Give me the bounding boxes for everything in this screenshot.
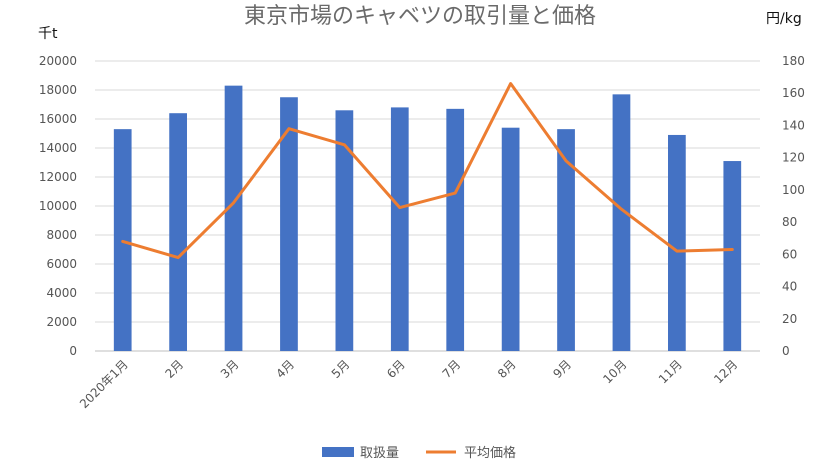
grid-layer (95, 60, 760, 352)
right-tick-label: 80 (782, 215, 797, 229)
x-tick-label: 11月 (656, 357, 685, 386)
left-tick-label: 18000 (39, 83, 77, 97)
bar-3 (224, 85, 243, 352)
x-tick-labels: 2020年1月 2月 3月 4月 5月 6月 7月 8月 9月 10月 11月 12月 (77, 357, 740, 411)
bar-11 (668, 134, 686, 351)
bar-9 (557, 129, 575, 351)
x-tick-label: 8月 (495, 357, 519, 381)
price-point-7 (454, 192, 456, 194)
bars-layer (113, 85, 742, 352)
bar-12 (723, 161, 742, 351)
x-tick-label: 4月 (273, 357, 297, 381)
right-axis-unit: 円/kg (766, 11, 802, 27)
left-tick-label: 20000 (39, 54, 77, 68)
x-tick-label: 6月 (384, 357, 408, 381)
legend-label-1: 取扱量 (360, 446, 399, 461)
left-tick-label: 8000 (46, 228, 77, 242)
legend-label-2: 平均価格 (464, 445, 516, 461)
left-tick-label: 4000 (46, 286, 77, 300)
legend-swatch-bar (322, 447, 354, 457)
right-tick-label: 40 (782, 280, 797, 294)
bar-7 (446, 108, 465, 351)
left-tick-label: 16000 (39, 112, 77, 126)
bar-10 (612, 94, 631, 351)
left-tick-label: 0 (69, 344, 77, 358)
right-tick-label: 140 (782, 118, 805, 132)
right-tick-label: 60 (782, 247, 797, 261)
price-point-2 (177, 257, 179, 259)
left-tick-label: 14000 (39, 141, 77, 155)
right-tick-label: 0 (782, 344, 790, 358)
x-tick-label: 2月 (162, 357, 186, 381)
bar-5 (335, 110, 354, 351)
price-point-6 (399, 207, 401, 209)
right-tick-label: 120 (782, 151, 805, 165)
price-line (121, 82, 734, 260)
price-point-5 (343, 144, 345, 146)
left-axis-unit: 千t (38, 26, 58, 42)
right-tick-labels: 0 20 40 60 80 100 120 140 160 180 (782, 54, 805, 358)
left-tick-label: 10000 (39, 199, 77, 213)
bar-2 (169, 113, 187, 351)
x-tick-label: 10月 (600, 357, 629, 386)
x-tick-label: 7月 (440, 357, 464, 381)
right-tick-label: 20 (782, 312, 797, 326)
bar-6 (390, 107, 409, 352)
price-point-10 (620, 208, 622, 210)
x-tick-label: 3月 (218, 357, 242, 381)
x-tick-label: 12月 (711, 357, 740, 386)
right-tick-label: 100 (782, 183, 805, 197)
right-tick-label: 180 (782, 54, 805, 68)
x-tick-label: 2020年1月 (77, 357, 131, 411)
price-point-8 (510, 83, 512, 85)
x-tick-label: 5月 (329, 357, 353, 381)
price-point-9 (565, 160, 567, 162)
price-point-1 (122, 240, 124, 242)
bar-8 (501, 127, 520, 351)
price-point-11 (676, 250, 678, 252)
price-point-4 (288, 128, 290, 130)
left-tick-label: 6000 (46, 257, 77, 271)
x-tick-label: 9月 (550, 357, 574, 381)
left-tick-label: 2000 (46, 315, 77, 329)
chart-title: 東京市場のキャベツの取引量と価格 (244, 4, 596, 29)
right-tick-label: 160 (782, 86, 805, 100)
left-tick-label: 12000 (39, 170, 77, 184)
bar-4 (280, 97, 298, 351)
price-point-3 (233, 202, 235, 204)
price-point-12 (731, 249, 733, 250)
left-tick-labels: 0 2000 4000 6000 8000 10000 12000 14000 16000 180… (39, 54, 77, 358)
line-layer (121, 82, 734, 260)
legend: 取扱量 平均価格 (322, 445, 516, 461)
